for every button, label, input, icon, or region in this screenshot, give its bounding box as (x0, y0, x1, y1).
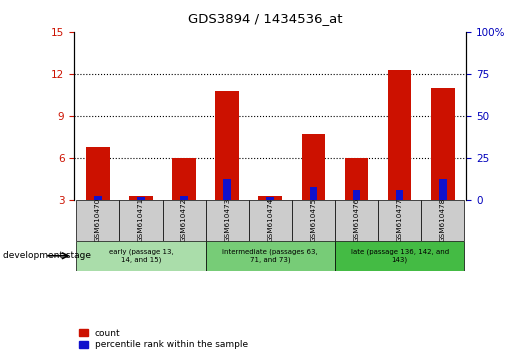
Bar (352, 190, 360, 200)
Text: GSM610473: GSM610473 (224, 198, 230, 242)
Bar (378, 200, 421, 241)
Text: late (passage 136, 142, and
143): late (passage 136, 142, and 143) (350, 249, 449, 263)
Bar (76, 241, 206, 271)
Bar (94, 196, 102, 200)
Bar (137, 197, 145, 200)
Text: GSM610472: GSM610472 (181, 198, 187, 242)
Text: development stage: development stage (3, 251, 91, 260)
Bar (310, 187, 317, 200)
Bar (249, 200, 292, 241)
Text: GSM610475: GSM610475 (311, 198, 316, 242)
Text: GSM610477: GSM610477 (396, 198, 403, 242)
Text: GSM610470: GSM610470 (95, 198, 101, 242)
Text: early (passage 13,
14, and 15): early (passage 13, 14, and 15) (109, 249, 173, 263)
Bar (344, 158, 368, 200)
Bar (267, 197, 274, 200)
Text: GSM610478: GSM610478 (440, 198, 446, 242)
Bar (439, 179, 447, 200)
Bar (76, 200, 119, 241)
Text: GDS3894 / 1434536_at: GDS3894 / 1434536_at (188, 12, 342, 25)
Bar (292, 200, 335, 241)
Bar (302, 134, 325, 200)
Bar (206, 200, 249, 241)
Text: GSM610471: GSM610471 (138, 198, 144, 242)
Bar (335, 241, 464, 271)
Bar (206, 241, 335, 271)
Bar (180, 196, 188, 200)
Bar (163, 200, 206, 241)
Bar (223, 179, 231, 200)
Bar (335, 200, 378, 241)
Bar (259, 196, 282, 200)
Text: GSM610474: GSM610474 (267, 198, 273, 242)
Bar (388, 70, 411, 200)
Bar (215, 91, 239, 200)
Bar (119, 200, 163, 241)
Bar (421, 200, 464, 241)
Bar (396, 190, 403, 200)
Text: GSM610476: GSM610476 (354, 198, 359, 242)
Text: intermediate (passages 63,
71, and 73): intermediate (passages 63, 71, and 73) (223, 249, 318, 263)
Bar (431, 88, 455, 200)
Bar (86, 147, 110, 200)
Legend: count, percentile rank within the sample: count, percentile rank within the sample (79, 329, 248, 349)
Bar (129, 196, 153, 200)
Bar (172, 158, 196, 200)
